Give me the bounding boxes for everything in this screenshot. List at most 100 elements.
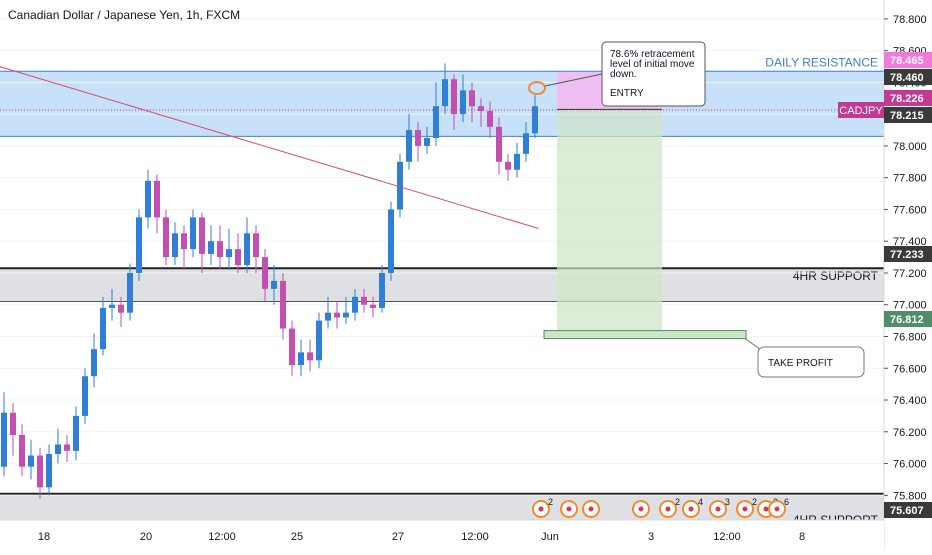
candle <box>415 130 421 146</box>
candle <box>118 304 124 313</box>
candle <box>388 209 394 273</box>
candle <box>172 233 178 258</box>
y-tick-label: 76.800 <box>893 331 927 343</box>
candle <box>37 455 43 488</box>
event-count: 3 <box>725 497 730 507</box>
candle <box>181 233 187 250</box>
candle <box>316 320 322 361</box>
candle <box>343 312 349 318</box>
price-tag-label: 77.233 <box>890 249 924 261</box>
candle <box>145 180 151 218</box>
trend-line <box>0 66 539 229</box>
y-tick-label: 76.200 <box>893 427 927 439</box>
price-tag <box>884 502 932 518</box>
price-tag <box>884 52 932 68</box>
profit-zone <box>557 109 662 335</box>
candle <box>46 454 52 488</box>
y-tick-label: 77.600 <box>893 204 927 216</box>
candle <box>253 233 259 258</box>
candle <box>82 376 88 416</box>
event-count: 4 <box>698 497 703 507</box>
entry-label: ENTRY <box>610 88 644 99</box>
candle <box>334 312 340 318</box>
event-marker-dot <box>538 506 544 512</box>
candle <box>370 304 376 308</box>
callout-pointer <box>544 73 603 87</box>
event-count: 6 <box>784 497 789 507</box>
event-marker-dot <box>665 506 671 512</box>
y-tick-label: 77.200 <box>893 268 927 280</box>
x-tick-label: 27 <box>392 531 404 543</box>
candle <box>496 126 502 162</box>
y-tick-label: 77.000 <box>893 300 927 312</box>
candle <box>280 280 286 329</box>
candle <box>406 130 412 162</box>
y-tick-label: 76.400 <box>893 395 927 407</box>
candle <box>109 304 115 308</box>
candle <box>478 106 484 111</box>
candle <box>298 352 304 366</box>
time-axis[interactable] <box>0 520 884 550</box>
price-tag <box>884 90 932 106</box>
event-marker-dot <box>763 506 769 512</box>
candle <box>487 110 493 127</box>
x-tick-label: 8 <box>799 531 805 543</box>
candle <box>523 133 529 154</box>
event-count: 2 <box>675 497 680 507</box>
price-tag <box>884 69 932 85</box>
y-tick-label: 78.800 <box>893 14 927 26</box>
price-tag-label: 78.215 <box>890 110 924 122</box>
zone-label: 4HR SUPPORT <box>793 269 879 283</box>
candle <box>91 349 97 377</box>
retracement-text: 78.6% retracement <box>610 49 695 60</box>
event-marker-dot <box>638 506 644 512</box>
candle <box>469 90 475 107</box>
candle <box>514 153 520 170</box>
price-tag <box>884 246 932 262</box>
candle <box>235 249 241 266</box>
candle <box>433 106 439 138</box>
candle <box>460 90 466 115</box>
y-tick-label: 76.000 <box>893 459 927 471</box>
y-tick-label: 77.800 <box>893 173 927 185</box>
candle <box>217 241 223 258</box>
candle <box>352 296 358 313</box>
candle <box>136 217 142 273</box>
candle <box>28 455 34 467</box>
candle <box>271 280 277 289</box>
candle <box>199 217 205 254</box>
candle <box>532 106 538 134</box>
x-tick-label: 12:00 <box>208 531 236 543</box>
event-marker-dot <box>688 506 694 512</box>
x-tick-label: 25 <box>291 531 303 543</box>
candle <box>73 415 79 451</box>
retracement-text: down. <box>610 69 637 80</box>
x-tick-label: Jun <box>541 531 559 543</box>
candle <box>154 180 160 218</box>
candle <box>424 137 430 146</box>
event-marker-dot <box>774 506 780 512</box>
candle <box>244 233 250 266</box>
candle <box>1 412 7 467</box>
price-tag-label: 75.607 <box>890 505 924 517</box>
candle <box>442 79 448 107</box>
y-tick-label: 75.800 <box>893 490 927 502</box>
zone-label: DAILY RESISTANCE <box>765 55 878 69</box>
y-tick-label: 78.000 <box>893 141 927 153</box>
take-profit-label: TAKE PROFIT <box>768 358 833 369</box>
candle <box>262 257 268 289</box>
take-profit-bar <box>543 330 747 340</box>
x-tick-label: 20 <box>140 531 152 543</box>
candle <box>325 312 331 321</box>
candle <box>10 412 16 435</box>
retracement-text: level of initial move <box>610 59 695 70</box>
candle <box>19 434 25 467</box>
price-tag <box>884 311 932 327</box>
event-marker-dot <box>588 506 594 512</box>
chart-title: Canadian Dollar / Japanese Yen, 1h, FXCM <box>8 8 241 22</box>
event-marker-dot <box>715 506 721 512</box>
event-count: 2 <box>548 497 553 507</box>
price-tag <box>884 107 932 123</box>
